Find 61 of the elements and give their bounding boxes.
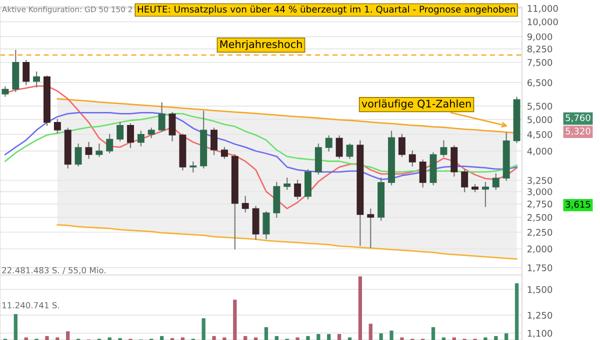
ref-line-label: Mehrjahreshoch bbox=[220, 40, 302, 50]
y-tick-label: 4,500 bbox=[527, 131, 552, 139]
candlestick bbox=[2, 86, 9, 97]
y-tick-label: 1,500 bbox=[528, 286, 552, 294]
y-tick-label: 2,000 bbox=[528, 246, 552, 254]
text: 3,615 bbox=[566, 200, 590, 209]
y-tick-label: 10,000 bbox=[528, 18, 558, 26]
y-tick-label: 2,250 bbox=[528, 228, 552, 237]
candlestick bbox=[367, 208, 374, 248]
candlestick bbox=[294, 180, 302, 200]
candlestick bbox=[220, 146, 228, 159]
candlestick bbox=[54, 118, 61, 134]
y-tick-label: 5,500 bbox=[528, 102, 552, 111]
candlestick bbox=[408, 150, 416, 166]
y-tick-label: 7,500 bbox=[528, 59, 552, 67]
y-tick-label: 1,750 bbox=[528, 264, 552, 272]
candlestick bbox=[85, 142, 92, 159]
y-tick-label: 6,500 bbox=[527, 79, 552, 87]
candlestick bbox=[492, 173, 500, 190]
line-series bbox=[56, 224, 518, 260]
chart-title: HEUTE: Umsatzplus von über 44 % überzeugt im 1. Quartal - Prognose angehoben bbox=[138, 6, 515, 14]
candlestick bbox=[419, 160, 426, 188]
candlestick bbox=[74, 144, 82, 166]
y-tick-label: 1,100 bbox=[528, 330, 552, 338]
annotation: 22.481.483 S. / 55,0 Mio. bbox=[2, 266, 106, 274]
candlestick bbox=[158, 102, 166, 132]
y-tick-label: 1,250 bbox=[528, 312, 552, 320]
y-tick-label: 8,250 bbox=[527, 46, 552, 54]
candlestick bbox=[33, 71, 40, 88]
candlestick bbox=[336, 135, 343, 159]
candlestick bbox=[262, 211, 270, 240]
candlestick bbox=[242, 196, 249, 212]
text: 5,320 bbox=[566, 128, 590, 136]
candlestick bbox=[168, 112, 176, 142]
y-tick-label: 3,000 bbox=[528, 188, 552, 196]
y-tick-label: 3,250 bbox=[528, 177, 552, 185]
text: 5,760 bbox=[566, 114, 590, 122]
candlestick bbox=[127, 123, 134, 148]
y-tick-label: 11,000 bbox=[528, 5, 558, 13]
y-tick-label: 9,000 bbox=[527, 33, 552, 42]
candlestick bbox=[461, 169, 468, 192]
candlestick bbox=[440, 140, 448, 157]
candlestick bbox=[325, 135, 332, 152]
y-tick-label: 4,000 bbox=[527, 148, 552, 156]
candlestick bbox=[22, 60, 30, 86]
candlestick bbox=[398, 134, 406, 157]
candlestick bbox=[190, 161, 197, 172]
candlestick bbox=[284, 178, 291, 190]
candlestick bbox=[137, 130, 144, 146]
candlestick bbox=[148, 128, 155, 138]
annotation: vorläufige Q1-Zahlen bbox=[362, 100, 471, 110]
y-tick-label: 2,750 bbox=[528, 200, 552, 208]
candlestick bbox=[482, 182, 489, 208]
candlestick bbox=[346, 144, 354, 159]
candlestick bbox=[106, 134, 114, 154]
y-tick-label: 5,000 bbox=[528, 116, 552, 124]
annotation: 11.240.741 S. bbox=[2, 302, 59, 308]
y-tick-label: 2,500 bbox=[528, 214, 552, 222]
candlestick bbox=[116, 122, 124, 142]
candlestick bbox=[96, 144, 103, 157]
candlestick bbox=[210, 128, 218, 156]
